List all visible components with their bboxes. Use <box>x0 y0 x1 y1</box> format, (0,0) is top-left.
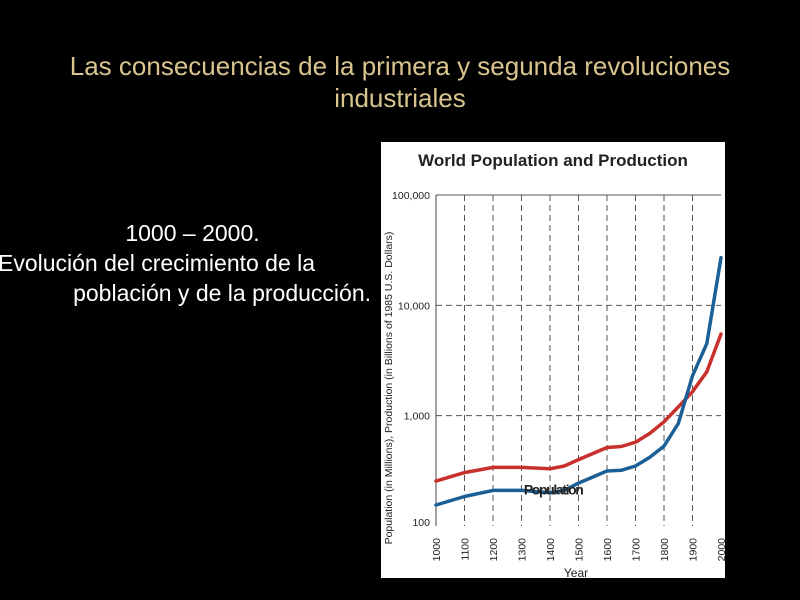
series-line-production <box>434 255 723 507</box>
x-axis-label: Year <box>564 566 588 578</box>
y-tick-label: 100,000 <box>392 190 430 202</box>
y-axis-label: Population (in Millions), Production (in… <box>383 232 395 545</box>
x-tick-label: 1600 <box>602 538 614 562</box>
world-population-production-chart: World Population and Production 1000 1100… <box>383 151 788 580</box>
description-line-2: población y de la producción. <box>73 280 371 306</box>
date-range-text: 1000 – 2000. <box>125 220 260 246</box>
x-tick-label: 1100 <box>460 538 472 561</box>
x-tick-label: 1200 <box>488 538 500 562</box>
x-tick-label: 1400 <box>545 538 557 562</box>
x-tick-label: 1800 <box>659 538 671 562</box>
y-tick-label: 100 <box>412 517 430 529</box>
x-tick-label: 2000 <box>716 538 725 562</box>
description-line-1: Evolución del crecimiento de la <box>0 250 316 276</box>
series-label-population: Population <box>524 481 584 497</box>
x-tick-label: 1500 <box>574 538 586 562</box>
x-tick-label: 1700 <box>631 538 643 562</box>
y-tick-label: 10,000 <box>398 300 430 312</box>
body-text: 1000 – 2000. Evolución del crecimiento d… <box>0 218 385 308</box>
x-tick-label: 1900 <box>688 538 700 562</box>
y-tick-label: 1,000 <box>404 411 430 423</box>
x-tick-label: 1000 <box>431 538 443 562</box>
chart-panel: World Population and Production 1000 1100… <box>381 142 788 580</box>
chart-title: World Population and Production <box>418 151 688 170</box>
x-tick-label: 1300 <box>517 538 529 562</box>
slide-title: Las consecuencias de la primera y segund… <box>69 51 731 113</box>
